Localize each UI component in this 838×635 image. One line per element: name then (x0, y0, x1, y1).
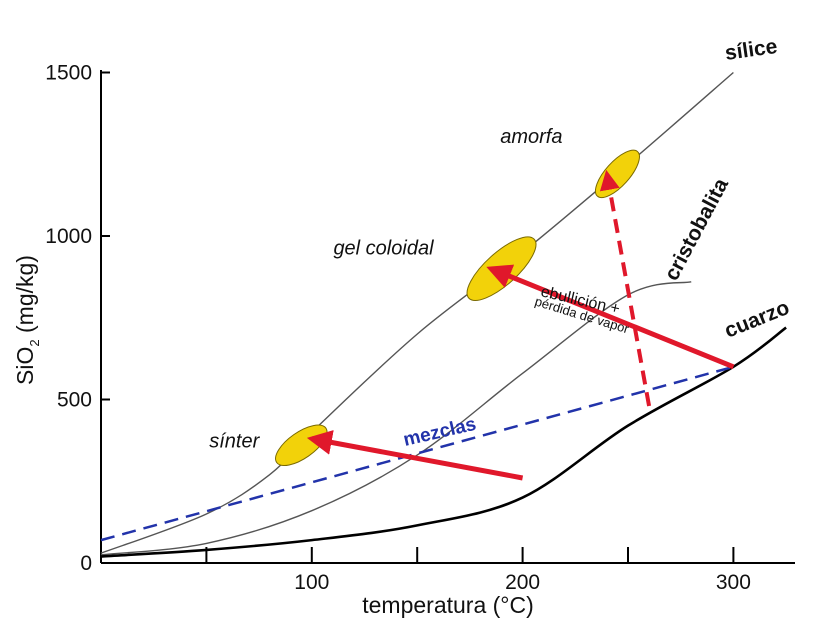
phase-label-1: gel coloidal (333, 238, 434, 260)
y-axis-title-main: SiO (12, 347, 38, 385)
y-axis-title-sub: 2 (27, 339, 42, 346)
x-axis-title: temperatura (°C) (362, 592, 534, 618)
y-tick-label: 500 (57, 389, 92, 412)
phase-ellipse-2 (594, 149, 640, 199)
y-axis-title-tail: (mg/kg) (12, 255, 38, 339)
curve-label-silice: sílice (723, 35, 778, 65)
mix-line (100, 365, 734, 542)
y-axis-title: SiO2 (mg/kg) (12, 255, 42, 385)
x-tick-label: 200 (505, 571, 540, 594)
silice-curve (100, 71, 734, 554)
cuarzo-curve (100, 326, 787, 558)
curve-label-cuarzo: cuarzo (721, 296, 792, 343)
phase-ellipse-0 (275, 424, 328, 467)
process-arrow-0 (306, 430, 524, 481)
phase-label-0: sínter (209, 430, 260, 452)
phase-ellipse-1 (466, 236, 537, 301)
x-tick-label: 300 (716, 571, 751, 594)
y-tick-label: 1500 (45, 62, 92, 85)
mix-line-label: mezclas (401, 414, 478, 451)
cristobalita-curve (100, 281, 692, 556)
y-tick-label: 1000 (45, 225, 92, 248)
phase-label-2: amorfa (500, 126, 562, 148)
x-tick-label: 100 (294, 571, 329, 594)
curve-label-cristobalita: cristobalita (660, 174, 733, 284)
process-arrow-1 (486, 264, 735, 370)
process-arrow-2 (599, 169, 652, 407)
y-tick-label: 0 (80, 552, 92, 575)
